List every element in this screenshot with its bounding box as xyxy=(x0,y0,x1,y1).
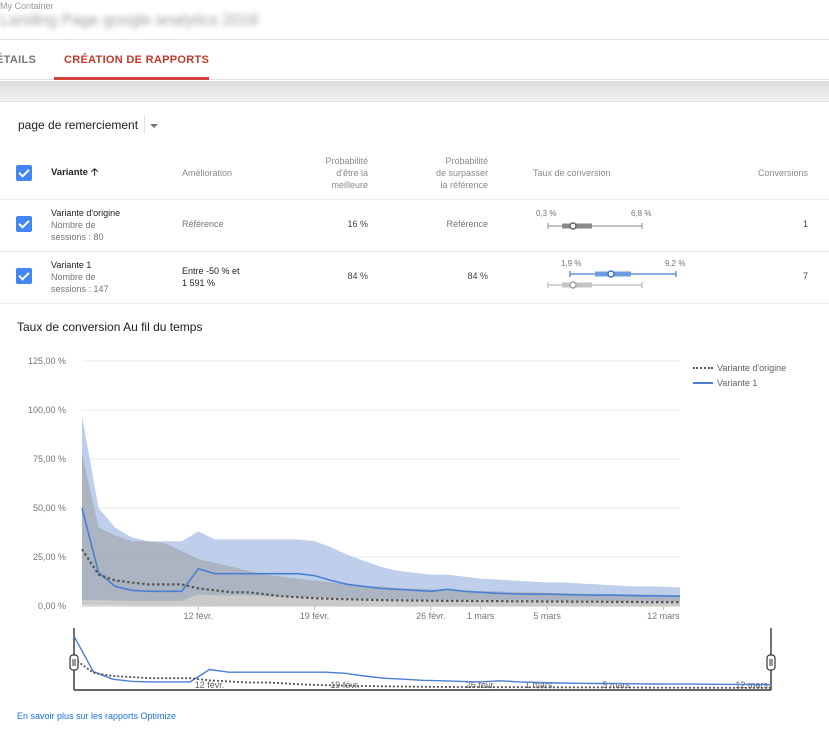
navigator-tick-label: 26 févr. xyxy=(466,680,496,690)
time-range-navigator[interactable]: 12 févr. 19 févr. 26 févr. 1 mars 5 mars 12 m… xyxy=(60,628,790,700)
x-tick-label: 5 mars xyxy=(533,611,561,621)
row-divider xyxy=(0,199,829,200)
y-tick-label: 125,00 % xyxy=(28,356,66,366)
variant-name: Variante 1 xyxy=(51,260,92,270)
improvement-value: Entre -50 % et xyxy=(182,266,240,276)
column-header-prob-beat-line: de surpasser xyxy=(435,168,488,178)
column-header-prob-best-line: Probabilité xyxy=(325,156,368,166)
arrow-up-icon: 🡡 xyxy=(90,167,99,178)
section-divider xyxy=(0,81,829,101)
conversions-value: 1 xyxy=(802,219,808,229)
variant-sessions: Nombre de xyxy=(51,272,96,282)
y-tick-label: 0,00 % xyxy=(38,601,66,611)
app-header: My Container Landing Page google analyti… xyxy=(0,0,829,40)
y-tick-label: 50,00 % xyxy=(33,503,66,513)
ci-point xyxy=(607,270,615,278)
confidence-band-variant-1 xyxy=(82,415,680,602)
drag-handle-icon xyxy=(766,654,776,671)
ci-high-label: 6,8 % xyxy=(631,209,652,218)
tab-bar: ÉTAILS CRÉATION DE RAPPORTS xyxy=(0,40,829,80)
select-all-checkbox[interactable] xyxy=(16,165,32,181)
selector-divider xyxy=(144,116,145,134)
variant-name: Variante d'origine xyxy=(51,208,121,218)
navigator-tick-label: 5 mars xyxy=(602,680,630,690)
y-tick-label: 75,00 % xyxy=(33,454,66,464)
conversions-value: 7 xyxy=(802,271,808,281)
column-header-conversions: Conversions xyxy=(757,168,808,178)
x-tick-label: 12 févr. xyxy=(184,611,214,621)
active-tab-indicator xyxy=(54,77,209,80)
chart-title: Taux de conversion Au fil du temps xyxy=(17,320,203,334)
drag-handle-icon xyxy=(69,654,79,671)
row-divider xyxy=(0,303,829,304)
confidence-band-original xyxy=(82,453,680,606)
navigator-tick-label: 12 févr. xyxy=(195,680,225,690)
ci-point xyxy=(569,222,577,230)
column-header-prob-beat: Probabilité de surpasser la référence xyxy=(388,155,488,191)
x-tick-label: 12 mars xyxy=(647,611,680,621)
prob-beat-value: 84 % xyxy=(467,271,488,281)
series-line-variant-1 xyxy=(81,507,681,597)
variant-checkbox-original[interactable] xyxy=(16,216,32,232)
variant-checkbox-1[interactable] xyxy=(16,268,32,284)
improvement-value: 1 591 % xyxy=(182,278,216,288)
column-header-prob-best: Probabilité d'être la meilleure xyxy=(268,155,368,191)
variant-sessions: sessions : 147 xyxy=(51,284,109,294)
prob-best-value: 84 % xyxy=(347,271,368,281)
variant-sessions: sessions : 80 xyxy=(51,232,104,242)
navigator-line-variant-1 xyxy=(73,635,772,686)
ci-high-label: 9,2 % xyxy=(665,259,686,268)
legend-item-variant-1: Variante 1 xyxy=(693,378,757,388)
column-header-prob-best-line: d'être la xyxy=(336,168,368,178)
legend-label: Variante 1 xyxy=(717,378,758,388)
learn-more-link[interactable]: En savoir plus sur les rapports Optimize xyxy=(17,711,177,721)
column-header-improvement: Amélioration xyxy=(182,168,233,178)
experiment-title: Landing Page google analytics 2018 xyxy=(0,12,258,29)
ci-bar-original xyxy=(547,222,643,230)
ci-reference-box xyxy=(562,282,592,288)
ci-box xyxy=(562,223,592,229)
objective-select[interactable]: page de remerciement xyxy=(18,118,139,132)
ci-bar-variant-1 xyxy=(547,270,677,289)
series-line-original xyxy=(81,548,680,604)
navigator-handle-right[interactable] xyxy=(766,654,776,671)
navigator-line-original xyxy=(73,658,771,689)
navigator-tick-label: 1 mars xyxy=(525,680,553,690)
variant-sessions: Nombre de xyxy=(51,220,96,230)
legend-swatch-variant-1 xyxy=(693,382,713,384)
column-header-prob-beat-line: Probabilité xyxy=(445,156,488,166)
x-tick-label: 26 févr. xyxy=(416,611,446,621)
tab-reporting[interactable]: CRÉATION DE RAPPORTS xyxy=(64,54,210,66)
ci-low-label: 0,3 % xyxy=(536,209,557,218)
column-header-variant[interactable]: Variante 🡡 xyxy=(51,167,98,179)
legend-label: Variante d'origine xyxy=(717,363,787,373)
x-tick-label: 1 mars xyxy=(467,611,495,621)
container-label: My Container xyxy=(0,1,54,11)
x-tick-label: 19 févr. xyxy=(300,611,330,621)
chevron-down-icon[interactable] xyxy=(150,124,158,128)
ci-reference-point xyxy=(569,281,577,289)
prob-best-value: 16 % xyxy=(347,219,368,229)
navigator-handle-left[interactable] xyxy=(69,654,79,671)
report-card xyxy=(0,101,829,740)
row-divider xyxy=(0,251,829,252)
improvement-value: Référence xyxy=(182,219,224,229)
conversion-rate-chart: 125,00 % 100,00 % 75,00 % 50,00 % 25,00 % 0,0… xyxy=(28,356,681,621)
prob-beat-value: Référence xyxy=(446,219,488,229)
column-header-conversion-rate: Taux de conversion xyxy=(533,168,611,178)
y-tick-label: 25,00 % xyxy=(33,552,66,562)
tab-details[interactable]: ÉTAILS xyxy=(0,54,37,66)
legend-swatch-original xyxy=(693,367,713,369)
y-tick-label: 100,00 % xyxy=(28,405,66,415)
ci-low-label: 1,9 % xyxy=(561,259,582,268)
column-header-prob-beat-line: la référence xyxy=(440,180,488,190)
column-header-variant-label: Variante xyxy=(51,167,88,178)
column-header-prob-best-line: meilleure xyxy=(331,180,368,190)
legend-item-original: Variante d'origine xyxy=(693,363,786,373)
